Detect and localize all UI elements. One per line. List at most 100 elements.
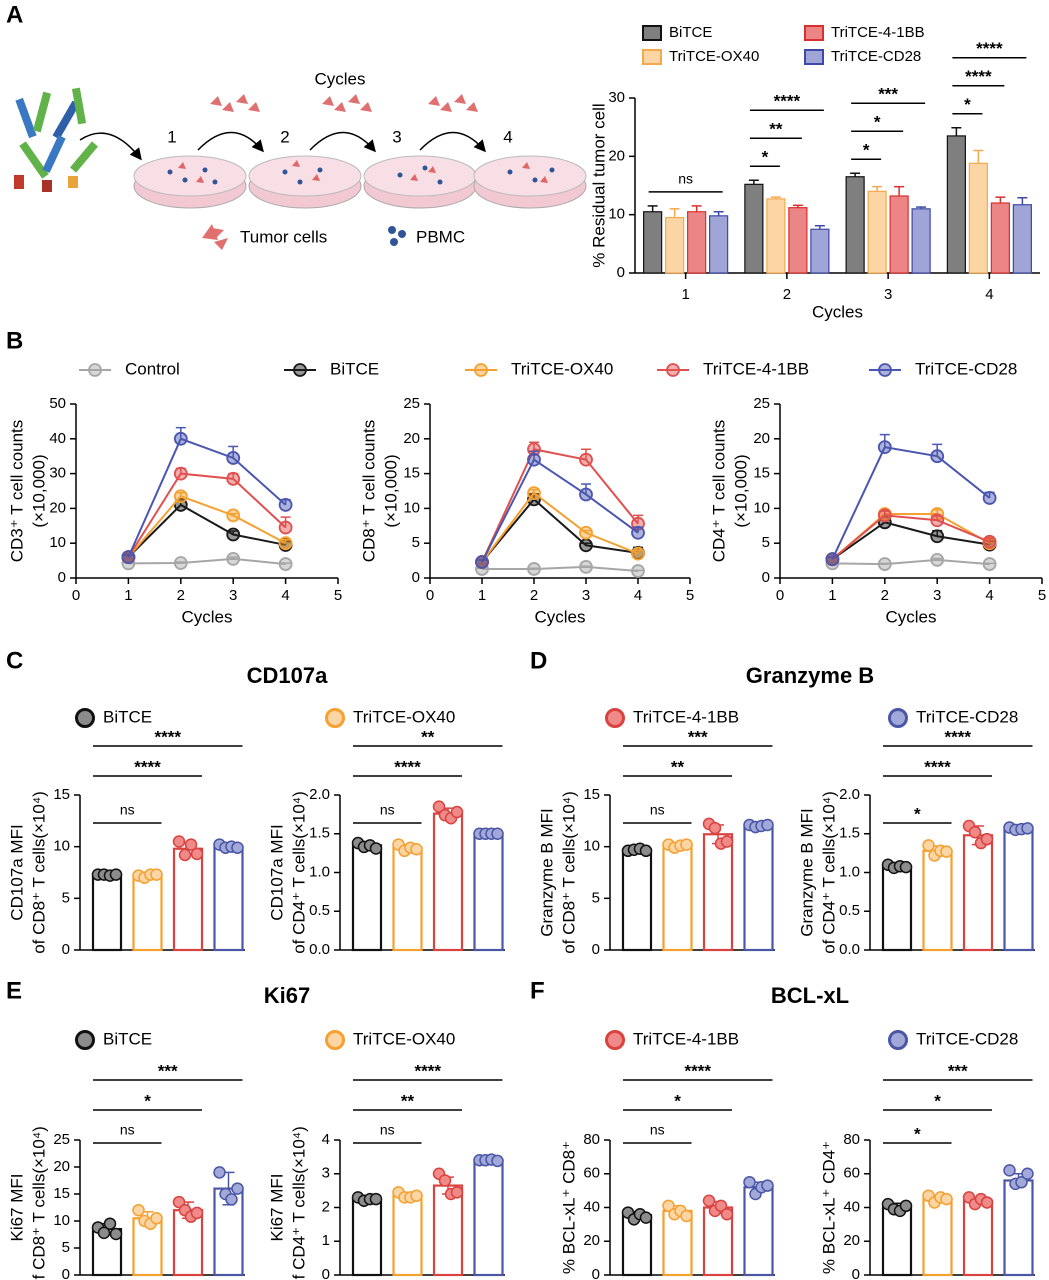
y-tick-label: 10	[49, 534, 66, 551]
y-tick-label: 30	[49, 465, 66, 482]
error-bar	[872, 185, 883, 192]
error-bar	[827, 556, 838, 560]
x-tick-label: 2	[530, 587, 538, 604]
marker	[475, 562, 489, 576]
error-bar	[647, 205, 658, 212]
y-axis-label: CD3⁺ T cell counts	[7, 420, 26, 563]
data-point	[178, 848, 192, 862]
error-bar	[529, 567, 539, 570]
error-bar	[633, 569, 643, 572]
significance-label: ns	[650, 1122, 665, 1138]
y-tick-label: 15	[53, 1185, 70, 1202]
marker	[982, 491, 997, 505]
marker	[579, 538, 593, 553]
y-tick-label: 80	[583, 1131, 600, 1148]
series-line	[481, 491, 639, 563]
significance-label: ****	[155, 727, 182, 746]
y-tick-label: 0	[62, 1266, 70, 1280]
marker	[278, 498, 293, 512]
data-point	[743, 1175, 756, 1189]
panel-title: Ki67	[264, 983, 310, 1008]
series-line	[481, 448, 639, 563]
marker	[631, 525, 645, 540]
bar	[766, 198, 786, 274]
error-bar	[581, 565, 591, 567]
y-tick-label: 50	[49, 395, 66, 412]
bar	[709, 215, 729, 274]
panel-title: Granzyme B	[746, 663, 874, 688]
legend-label: TriTCE-CD28	[915, 359, 1017, 378]
data-point	[761, 818, 774, 832]
series-line	[831, 512, 991, 560]
marker	[527, 486, 541, 500]
bar	[911, 208, 931, 274]
panel-label: D	[530, 647, 547, 674]
error-bar	[669, 208, 680, 218]
step-label: 4	[503, 127, 512, 146]
error-bar	[691, 205, 702, 212]
series-line	[127, 437, 287, 558]
data-point	[1003, 1164, 1016, 1177]
y-tick-label: 10	[53, 1212, 70, 1229]
significance-label: **	[421, 727, 435, 746]
error-bar	[1017, 197, 1028, 205]
significance-label: *	[863, 141, 870, 160]
bar	[744, 183, 764, 274]
marker	[226, 551, 241, 566]
series-line	[127, 495, 287, 558]
significance-label: *	[914, 804, 921, 823]
legend-label: BiTCE	[330, 359, 379, 378]
error-bar	[633, 514, 643, 524]
panel-label: A	[6, 1, 23, 28]
legend-marker	[666, 363, 680, 377]
y-axis-label: % BCL-xL⁺ CD8⁺	[559, 1141, 578, 1274]
bar	[1003, 827, 1034, 952]
y-tick-label: 25	[403, 395, 420, 412]
data-point	[172, 1195, 186, 1209]
marker	[877, 508, 892, 523]
marker	[278, 557, 293, 571]
series-line	[127, 472, 287, 558]
legend-marker	[605, 1030, 625, 1050]
bar	[132, 1217, 163, 1277]
y-axis-label: % BCL-xL⁺ CD4⁺	[819, 1141, 838, 1274]
y-tick-label: 20	[403, 430, 420, 447]
significance-label: ****	[965, 67, 992, 86]
data-point	[1021, 822, 1034, 835]
data-point	[980, 832, 994, 846]
panel-label: C	[6, 647, 23, 674]
y-axis-label: (×10,000)	[731, 454, 750, 527]
step-label: 1	[167, 127, 176, 146]
bar	[922, 1197, 953, 1277]
significance-label: ****	[774, 92, 801, 111]
y-tick-label: 0	[762, 569, 770, 586]
schematic-title: Cycles	[314, 69, 365, 88]
y-tick-label: 15	[403, 465, 420, 482]
data-point	[231, 1182, 244, 1195]
significance-label: ns	[650, 802, 665, 818]
bar	[881, 1206, 913, 1277]
y-tick-label: 1.0	[309, 863, 330, 880]
y-tick-label: 1	[322, 1232, 330, 1249]
marker	[930, 529, 945, 544]
y-tick-label: 1.5	[839, 825, 860, 842]
y-tick-label: 20	[49, 499, 66, 516]
y-tick-label: 25	[753, 395, 770, 412]
y-tick-label: 5	[592, 889, 600, 906]
y-tick-label: 3	[322, 1165, 330, 1182]
series-line	[481, 497, 639, 563]
significance-label: ns	[120, 1122, 135, 1138]
data-point	[899, 1199, 913, 1213]
bar	[962, 834, 994, 952]
error-bar	[529, 450, 539, 460]
y-tick-label: 5	[412, 534, 420, 551]
series-line	[831, 514, 990, 560]
error-bar	[879, 562, 890, 565]
bar	[432, 1184, 464, 1277]
error-bar	[581, 529, 591, 533]
data-point	[680, 1209, 693, 1223]
data-point	[720, 835, 734, 848]
y-tick-label: 5	[62, 889, 70, 906]
y-tick-label: 40	[49, 430, 66, 447]
